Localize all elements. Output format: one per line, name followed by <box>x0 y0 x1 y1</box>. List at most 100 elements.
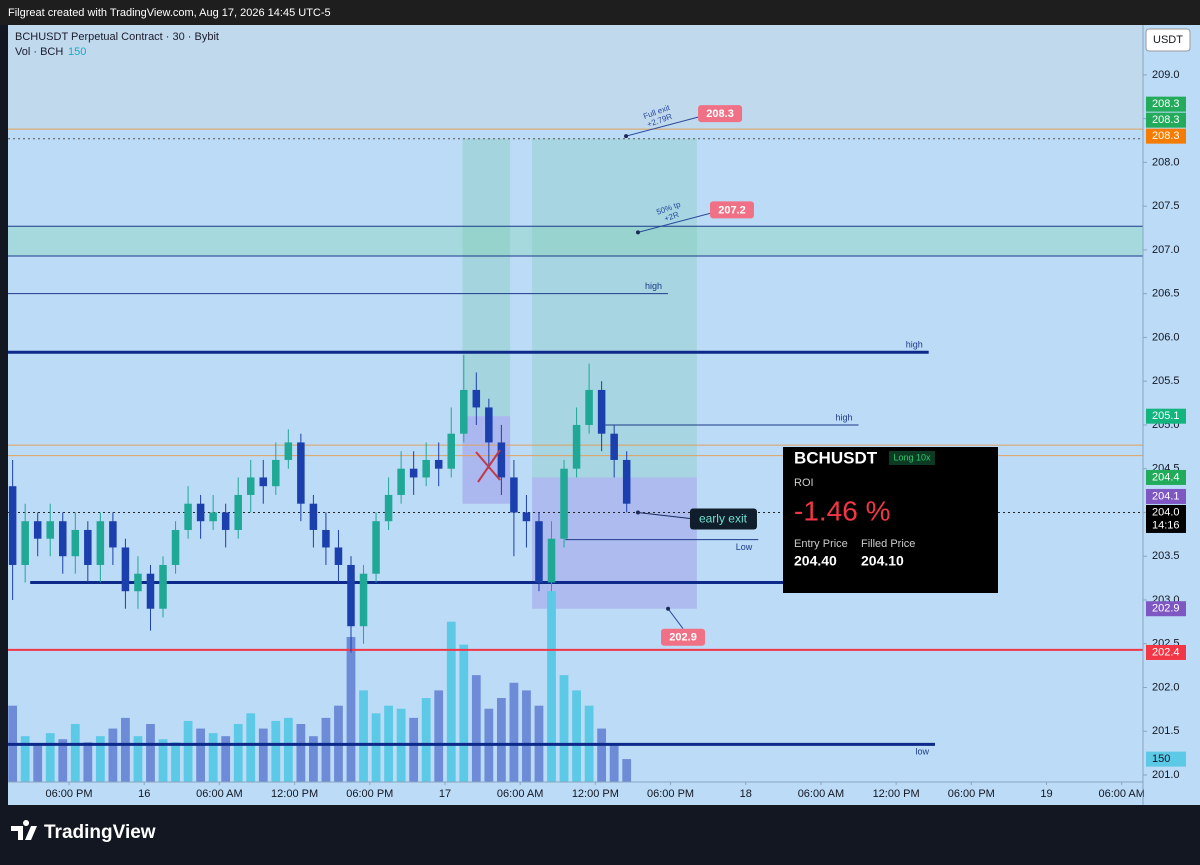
volume-bar <box>622 759 632 782</box>
x-tick-label: 12:00 PM <box>271 788 318 800</box>
x-tick-label: 12:00 PM <box>572 788 619 800</box>
candle-body <box>485 407 493 443</box>
volume-bar <box>446 621 456 782</box>
volume-bar <box>309 736 318 782</box>
volume-bar <box>496 698 506 782</box>
price-badge <box>1146 504 1186 533</box>
volume-bar <box>233 723 243 782</box>
volume-bar <box>597 728 607 782</box>
x-tick-label: 06:00 PM <box>948 788 995 800</box>
zone <box>532 138 697 478</box>
x-tick-label: 16 <box>138 788 150 800</box>
candle-body <box>284 442 293 460</box>
callout-value: 207.2 <box>718 204 746 216</box>
price-badge <box>1146 601 1186 617</box>
currency[interactable]: USDT <box>1153 34 1183 46</box>
price-badge-label: 204.4 <box>1152 471 1180 483</box>
price-badge <box>1146 96 1186 112</box>
price-badge <box>1146 469 1186 485</box>
level-label: high <box>906 340 923 350</box>
early-exit-box <box>689 508 757 530</box>
countdown: 14:16 <box>1152 519 1180 531</box>
volume-bar <box>609 743 619 782</box>
price-badge <box>1146 488 1186 504</box>
candle-body <box>21 521 29 565</box>
volume-bar <box>208 733 218 782</box>
volume-bar <box>409 717 419 782</box>
candle-body <box>59 521 67 557</box>
candle-body <box>460 389 468 434</box>
y-tick-label: 207.0 <box>1152 244 1180 256</box>
zone <box>462 138 511 417</box>
callout-badge <box>709 201 754 219</box>
candle-body <box>46 521 54 539</box>
x-tick-label: 19 <box>1040 788 1052 800</box>
x-tick-label: 06:00 PM <box>346 788 393 800</box>
plot: high high high Low low <box>8 128 1143 782</box>
y-tick-label: 209.0 <box>1152 69 1180 81</box>
level-label: high <box>836 412 853 422</box>
candle-body <box>8 486 17 565</box>
callout-line <box>625 116 699 137</box>
brand: TradingView <box>44 822 156 843</box>
callout-line <box>667 608 684 630</box>
price-badge-label: 208.3 <box>1152 98 1180 110</box>
candle-body <box>221 512 230 530</box>
candle-body <box>196 503 205 522</box>
candle-body <box>384 494 393 522</box>
candle-body <box>209 512 217 522</box>
candle-body <box>347 564 355 627</box>
panel-symbol: BCHUSDT <box>794 448 878 467</box>
y-tick-label: 206.5 <box>1152 288 1180 300</box>
panel-bg <box>783 447 998 593</box>
candle-body <box>372 521 380 574</box>
candle-body <box>610 433 618 460</box>
candle-body <box>560 468 568 539</box>
candle-body <box>109 521 117 548</box>
volume-bar <box>20 736 30 782</box>
callout-line <box>637 511 691 519</box>
price-badge-label: 202.4 <box>1152 646 1180 658</box>
candle-body <box>322 529 330 548</box>
volume-bar <box>95 736 105 782</box>
volume-last: 150 <box>68 46 86 58</box>
callout-badge <box>698 105 743 123</box>
header-title: Filgreat created with TradingView.com, A… <box>8 7 331 19</box>
volume-bar <box>146 723 155 782</box>
currency-button[interactable] <box>1145 28 1191 52</box>
candle-body <box>84 529 92 565</box>
candle-body <box>297 442 305 504</box>
volume-bar <box>45 733 55 782</box>
volume-bar <box>559 675 569 782</box>
level-label: high <box>645 281 662 291</box>
price-badge <box>1146 644 1186 660</box>
price-badge <box>1146 112 1186 128</box>
volume-bar <box>271 720 281 782</box>
volume-bar <box>346 636 356 782</box>
candle-body <box>121 547 130 592</box>
y-tick-label: 203.5 <box>1152 550 1180 562</box>
volume-bar <box>58 739 68 782</box>
callout-dot <box>635 230 640 235</box>
volume-bar <box>258 728 268 782</box>
price-badge-label: 205.1 <box>1152 410 1180 422</box>
volume-bar <box>522 690 531 782</box>
candle-body <box>434 459 443 469</box>
volume-bar <box>359 690 368 782</box>
position-panel: BCHUSDT Long 10x ROI -1.46 % Entry Price… <box>783 447 998 593</box>
x-tick-label: 06:00 AM <box>196 788 242 800</box>
y-tick-label: 201.5 <box>1152 725 1180 737</box>
callout-dot <box>635 510 640 515</box>
callout-dot <box>624 134 629 139</box>
candle-body <box>535 521 543 583</box>
logo <box>11 820 37 840</box>
y-tick-label: 202.0 <box>1152 681 1180 693</box>
y-tick-label: 205.5 <box>1152 375 1180 387</box>
x-tick-label: 18 <box>740 788 752 800</box>
candle-body <box>597 389 606 434</box>
x-tick-label: 06:00 AM <box>798 788 844 800</box>
volume-bar <box>296 723 306 782</box>
